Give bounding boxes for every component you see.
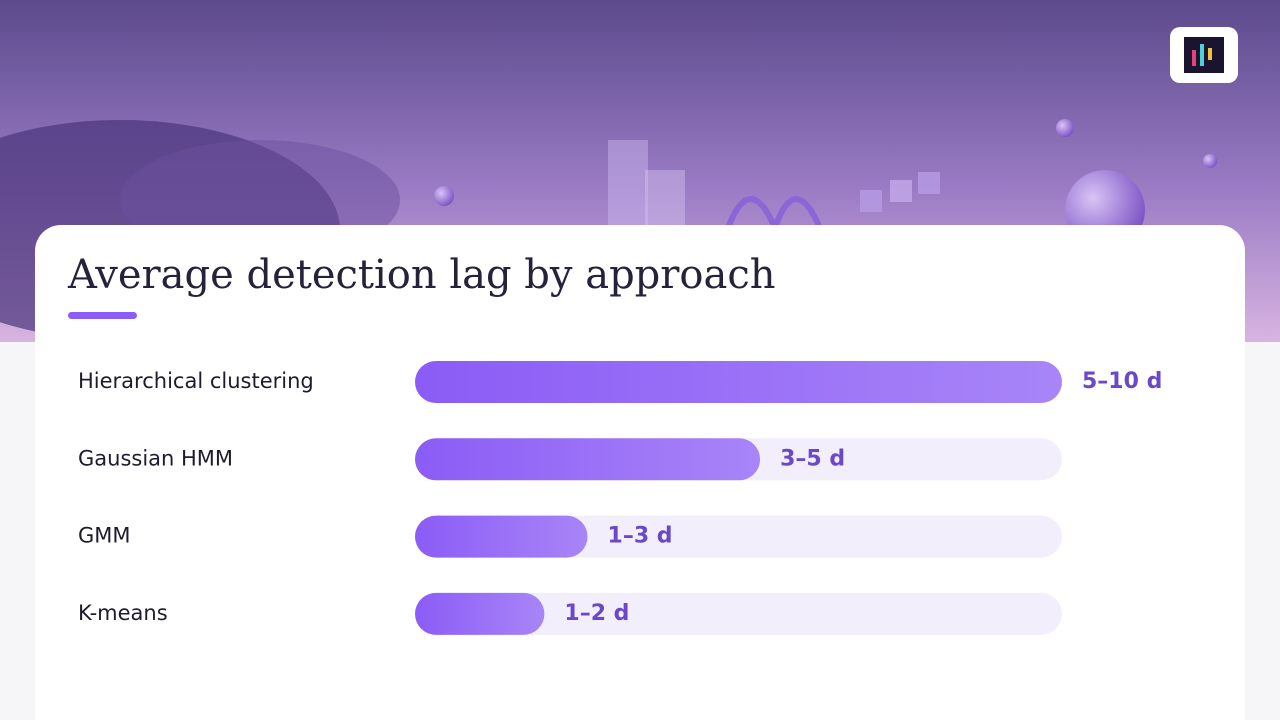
category-label: Gaussian HMM [78, 446, 233, 470]
chart-title: Average detection lag by approach [67, 252, 776, 298]
plot: Hierarchical clustering 5–10 d Gaussian HM… [78, 361, 1162, 635]
title-underline [68, 312, 137, 319]
bar [415, 592, 545, 635]
bar [415, 361, 1062, 403]
bar-track [415, 592, 1062, 635]
category-label: GMM [78, 524, 131, 548]
bar [415, 438, 761, 481]
bar [415, 515, 588, 558]
category-label: Hierarchical clustering [78, 369, 314, 393]
value-label: 5–10 d [1082, 369, 1162, 394]
value-label: 1–2 d [564, 601, 629, 626]
category-label: K-means [78, 601, 168, 625]
value-label: 1–3 d [608, 524, 673, 549]
value-label: 3–5 d [780, 446, 845, 471]
